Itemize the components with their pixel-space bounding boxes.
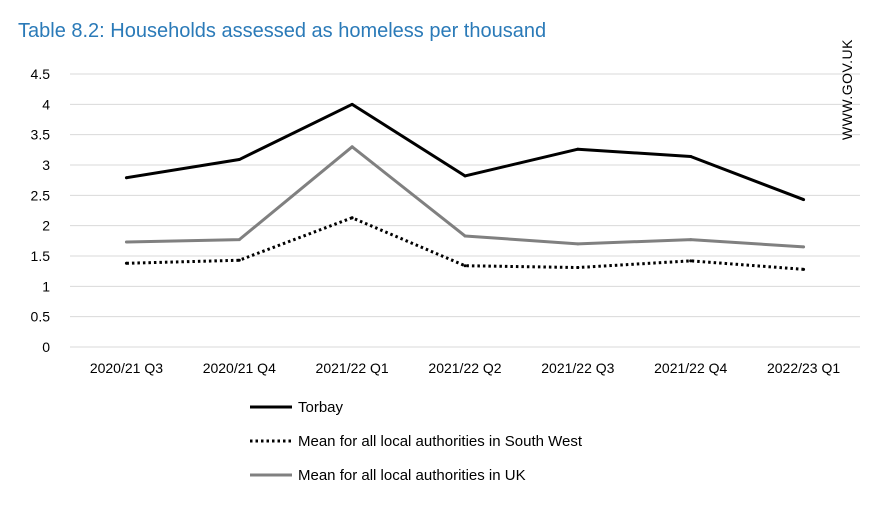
data-point	[463, 174, 467, 178]
data-point	[124, 240, 128, 244]
data-point	[237, 258, 241, 262]
legend-label: Mean for all local authorities in South …	[298, 433, 583, 450]
data-point	[237, 238, 241, 242]
y-tick-label: 1	[42, 278, 50, 294]
x-tick-label: 2020/21 Q3	[90, 360, 163, 376]
data-point	[576, 266, 580, 270]
legend-label: Torbay	[298, 399, 344, 416]
data-point	[463, 264, 467, 268]
data-point	[576, 242, 580, 246]
data-point	[689, 155, 693, 159]
watermark: WWW.GOV.UK	[839, 39, 855, 140]
data-point	[802, 245, 806, 249]
data-point	[689, 259, 693, 263]
data-point	[576, 147, 580, 151]
x-tick-label: 2021/22 Q2	[428, 360, 501, 376]
data-point	[350, 145, 354, 149]
x-tick-label: 2021/22 Q1	[316, 360, 389, 376]
y-tick-label: 1.5	[31, 248, 51, 264]
data-point	[350, 102, 354, 106]
data-point	[350, 216, 354, 220]
y-tick-label: 4	[42, 96, 50, 112]
y-tick-label: 3	[42, 157, 50, 173]
y-tick-label: 4.5	[31, 66, 51, 82]
legend-label: Mean for all local authorities in UK	[298, 467, 526, 484]
data-point	[124, 261, 128, 265]
x-tick-label: 2020/21 Q4	[203, 360, 276, 376]
y-tick-label: 3.5	[31, 127, 51, 143]
y-tick-label: 0.5	[31, 309, 51, 325]
data-point	[463, 234, 467, 238]
x-tick-label: 2022/23 Q1	[767, 360, 840, 376]
data-point	[802, 198, 806, 202]
x-tick-label: 2021/22 Q3	[541, 360, 614, 376]
chart-title: Table 8.2: Households assessed as homele…	[18, 20, 547, 42]
x-tick-label: 2021/22 Q4	[654, 360, 727, 376]
data-point	[802, 267, 806, 271]
y-tick-label: 2	[42, 218, 50, 234]
y-tick-label: 2.5	[31, 187, 51, 203]
series-line-0	[126, 102, 805, 201]
data-point	[689, 238, 693, 242]
y-tick-label: 0	[42, 339, 50, 355]
data-point	[124, 176, 128, 180]
data-point	[237, 158, 241, 162]
